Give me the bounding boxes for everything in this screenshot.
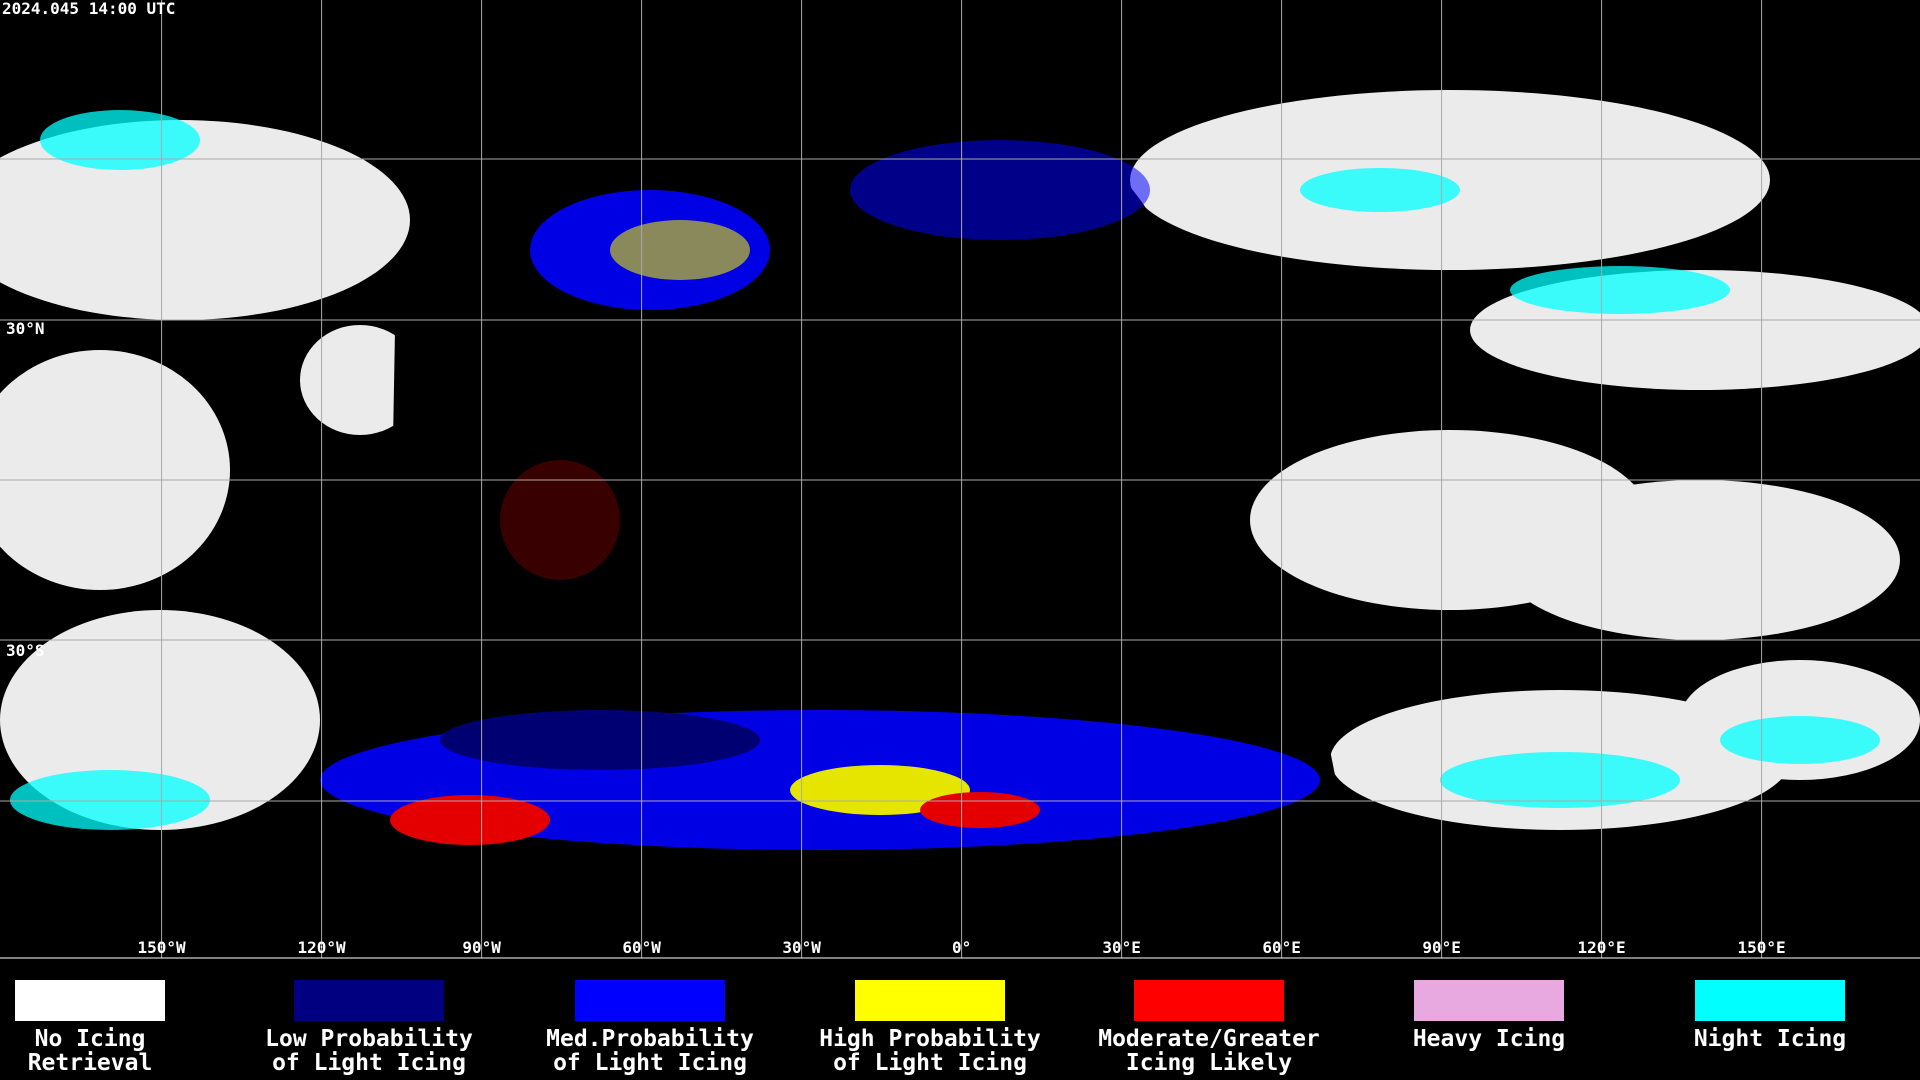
graticule bbox=[0, 0, 1920, 958]
legend-label: No Icing bbox=[35, 1026, 146, 1052]
timestamp: 2024.045 14:00 UTC bbox=[2, 0, 175, 18]
legend-label: of Light Icing bbox=[833, 1050, 1027, 1076]
legend-label: Med.Probability bbox=[546, 1026, 754, 1052]
legend-swatch bbox=[294, 980, 444, 1021]
legend-swatch bbox=[15, 980, 165, 1021]
longitude-label: 60°E bbox=[1262, 938, 1301, 957]
longitude-label: 120°W bbox=[298, 938, 347, 957]
legend-swatch bbox=[1134, 980, 1284, 1021]
legend-label: Retrieval bbox=[28, 1050, 153, 1076]
legend-swatch bbox=[1695, 980, 1845, 1021]
longitude-label: 150°E bbox=[1738, 938, 1786, 957]
legend-label: High Probability bbox=[819, 1026, 1041, 1052]
longitude-label: 60°W bbox=[622, 938, 661, 957]
satellite-imagery bbox=[0, 90, 1920, 856]
latitude-label: 30°S bbox=[6, 641, 45, 660]
longitude-label: 90°E bbox=[1422, 938, 1461, 957]
coordinate-labels: 150°W 120°W 90°W 60°W 30°W 0° 30°E 60°E 90°E 120°… bbox=[6, 319, 1786, 957]
legend-label: Heavy Icing bbox=[1413, 1026, 1565, 1052]
legend-swatch bbox=[855, 980, 1005, 1021]
legend-label: Low Probability bbox=[265, 1026, 473, 1052]
legend-swatch bbox=[1414, 980, 1564, 1021]
longitude-label: 30°W bbox=[782, 938, 821, 957]
legend-swatch bbox=[575, 980, 725, 1021]
legend-label: Icing Likely bbox=[1126, 1050, 1292, 1076]
legend-label: of Light Icing bbox=[553, 1050, 747, 1076]
longitude-label: 90°W bbox=[462, 938, 501, 957]
longitude-label: 0° bbox=[952, 938, 971, 957]
legend-label: Night Icing bbox=[1694, 1026, 1846, 1052]
longitude-label: 30°E bbox=[1102, 938, 1141, 957]
latitude-label: 30°N bbox=[6, 319, 45, 338]
legend-label: Moderate/Greater bbox=[1098, 1026, 1320, 1052]
longitude-label: 150°W bbox=[138, 938, 187, 957]
longitude-label: 120°E bbox=[1578, 938, 1626, 957]
legend-label: of Light Icing bbox=[272, 1050, 466, 1076]
